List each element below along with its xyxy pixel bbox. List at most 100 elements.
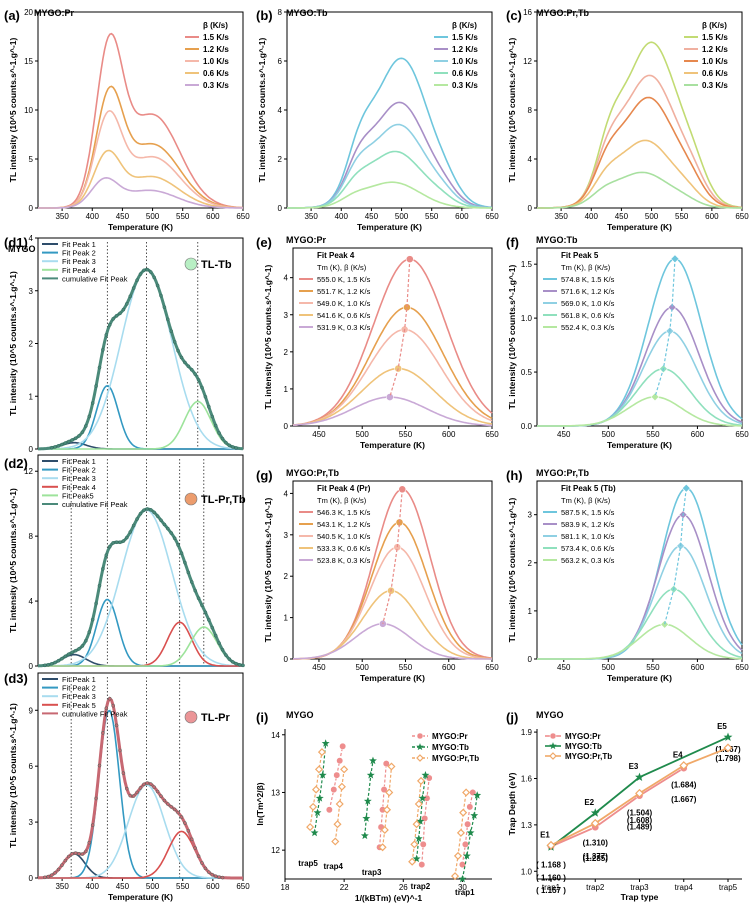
x-tick-label: 550 [176,212,190,221]
series-line [292,367,493,426]
legend-entry: 555.0 K, 1.5 K/s [317,275,371,284]
x-tick-label: 550 [176,882,190,891]
data-point [416,776,426,785]
x-tick-label: 650 [485,430,499,439]
y-axis-label: TL intensity (10^5 counts.s^-1.g^-1) [507,38,517,183]
cumulative-point [90,823,95,827]
cumulative-point [125,786,129,791]
data-point [421,770,430,779]
panel-label: (f) [506,235,519,250]
x-tick-label: 450 [116,212,130,221]
cumulative-point [148,782,153,786]
cumulative-point [121,771,126,775]
cumulative-point [224,653,228,657]
y-tick-label: 5 [29,155,34,164]
y-axis-label: ln(Tm^2/β) [255,782,265,825]
x-tick-label: 18 [281,883,290,892]
legend-entry: 551.7 K, 1.2 K/s [317,287,371,296]
legend-subtitle: Tm (K), β (K/s) [561,263,611,272]
legend-entry: 561.8 K, 0.6 K/s [561,311,615,320]
cumulative-point [217,641,221,645]
value-label: (1.798) [715,754,741,763]
cumulative-point [200,861,204,865]
cumulative-point [43,875,47,880]
x-tick-label: 450 [557,663,571,672]
panel-title: MYGO [536,710,564,720]
panel-label: (h) [506,468,523,483]
cumulative-point [111,317,115,321]
cumulative-point [227,657,232,661]
y-tick-label: 1 [284,614,289,623]
y-tick-label: 0 [29,874,34,883]
legend-entry: 1.2 K/s [452,45,478,54]
badge-dot [184,257,198,271]
legend-entry: Fit Peak 1 [62,457,96,466]
cumulative-point [111,703,115,708]
cumulative-point [179,815,184,819]
y-tick-label: 4 [284,274,289,283]
cumulative-point [159,293,163,298]
y-axis-label: TL intensity (10^5 counts.s^-1.g^-1) [263,498,273,643]
data-point [331,837,340,846]
cumulative-point [145,781,150,785]
cumulative-point [234,446,238,450]
x-tick-label: 450 [557,430,571,439]
y-tick-label: 13 [271,788,280,797]
series-line [537,623,742,660]
cumulative-point [203,394,208,399]
plot-frame [536,480,743,660]
peak-marker [670,254,680,264]
cumulative-point [114,540,119,545]
y-tick-label: 0 [29,445,34,454]
cumulative-point [159,794,163,799]
series-line [537,41,743,209]
x-tick-label: 550 [646,663,660,672]
x-tick-label: 450 [615,212,629,221]
x-tick-label: 450 [312,663,326,672]
y-tick-label: 3 [284,531,289,540]
y-tick-label: 0 [278,204,283,213]
data-point [458,861,466,869]
cumulative-point [166,526,170,531]
panel-title: MYGO:Tb [536,235,578,245]
value-label: (1.285) [583,854,609,863]
series-line [292,396,492,427]
y-tick-label: 9 [29,706,34,715]
plot-frame [292,247,493,427]
x-tick-label: trap1 [542,883,561,892]
panel-title: MYGO:Pr [34,8,75,18]
data-point [362,814,371,822]
data-point [635,772,644,782]
y-tick-label: 0.5 [521,368,533,377]
legend-entry: MYGO:Pr,Tb [432,754,479,763]
data-point [418,861,426,869]
data-point [416,754,424,762]
cumulative-point [60,656,64,661]
series-line [287,101,493,209]
y-axis-label: TL intensity (10^5 counts.s^-1.g^-1) [257,38,267,183]
x-tick-label: 600 [455,212,469,221]
value-label: ( 1.157 ) [536,886,566,895]
legend-entry: Fit Peak 2 [62,249,96,258]
panel-title: MYGO [286,710,314,720]
cumulative-point [200,385,204,390]
badge-label: TL-Pr [201,712,230,724]
series-line [550,767,685,848]
series-line [537,330,743,427]
legend-title: β (K/s) [203,21,228,30]
trap-label: trap1 [455,888,475,897]
cumulative-point [104,706,109,711]
data-point [318,770,327,779]
data-point [380,786,388,794]
y-axis-label: TL intensity (10^5 counts.s^-1.g^-1) [8,703,18,848]
chart-b: (b) MYGO:Tb 350 400 450 500 550 600 650 0 2 4 6 8 Temp… [256,8,499,232]
x-tick-label: 500 [356,663,370,672]
cumulative-point [104,553,109,558]
trap-energy-label: E2 [584,798,594,807]
legend-entry: 581.1 K, 1.0 K/s [561,532,615,541]
value-label: (1.489) [627,823,653,832]
cumulative-point [87,630,92,634]
data-point [590,808,600,817]
y-tick-label: 1.0 [521,867,533,876]
x-tick-label: 650 [236,212,250,221]
